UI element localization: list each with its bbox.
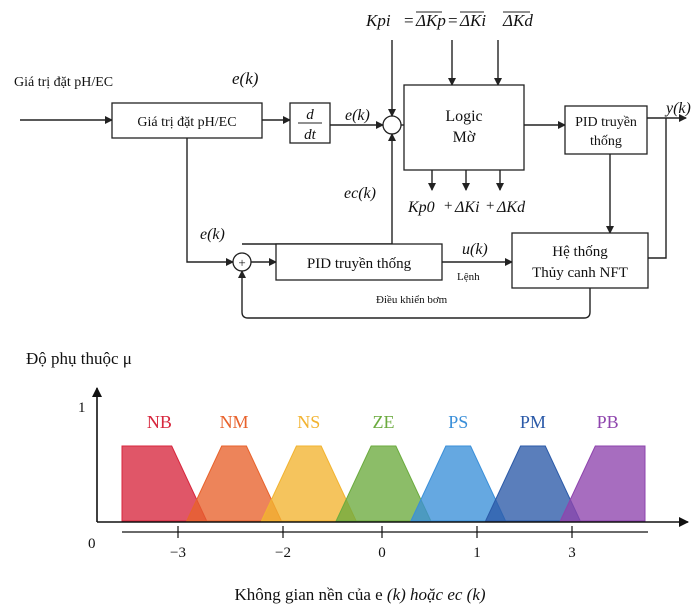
junction-circle-top <box>382 115 402 135</box>
tick-label: 0 <box>378 545 386 561</box>
plus-1: + <box>444 198 452 214</box>
ek-mid-label: e(k) <box>345 107 370 124</box>
fuzzy-output-formula: Kp0 + ΔKi + ΔKd <box>407 198 526 216</box>
dki-text: ΔKi <box>459 11 486 30</box>
membership-ylabel: Độ phụ thuộc μ <box>26 349 132 368</box>
mf-label-nb: NB <box>147 412 172 432</box>
ek-lower-label: e(k) <box>200 226 225 243</box>
mf-set-nb <box>121 445 208 522</box>
logic-line2: Mờ <box>453 129 476 146</box>
mf-set-nm <box>185 445 283 522</box>
plant-to-output-line <box>648 118 667 259</box>
ek-label: e(k) <box>232 69 259 88</box>
tick-label: 3 <box>568 545 576 561</box>
plant-line2: Thủy canh NFT <box>532 265 628 281</box>
tick-label: 1 <box>473 545 481 561</box>
tick-labels: −3 −2 0 1 3 <box>170 526 576 561</box>
pid-top-line2: thống <box>590 134 622 149</box>
top-formula: Kpi = ΔKp = ΔKi ΔKd <box>365 11 533 30</box>
logic-line1: Logic <box>445 108 482 125</box>
mf-label-ze: ZE <box>373 412 395 432</box>
pid-top-line1: PID truyền <box>575 115 637 130</box>
mf-label-ns: NS <box>297 412 320 432</box>
dkd-text: ΔKd <box>502 11 533 30</box>
kp0-text: Kp0 <box>407 199 435 216</box>
yk-label: y(k) <box>664 100 691 117</box>
derivative-den: dt <box>304 127 317 143</box>
sum-symbol: + <box>238 255 245 270</box>
input-label: Giá trị đặt pH/EC <box>14 75 113 90</box>
y-one-label: 1 <box>78 400 86 416</box>
eq-sign-2: = <box>448 11 458 30</box>
mf-set-ns <box>260 445 357 522</box>
kpi-text: Kpi <box>365 11 391 30</box>
plant-block <box>511 232 649 289</box>
ek-branch-line <box>186 138 234 266</box>
mf-label-ps: PS <box>448 412 468 432</box>
lenh-label: Lệnh <box>457 271 480 283</box>
mf-label-nm: NM <box>220 412 249 432</box>
xlabel-italic: (k) hoặc ec (k) <box>387 585 486 604</box>
mf-set-ze <box>335 445 432 522</box>
eck-label: ec(k) <box>344 185 376 202</box>
mf-label-pb: PB <box>597 412 619 432</box>
dkd-out-text: ΔKd <box>496 199 526 216</box>
mf-set-ps <box>410 445 507 522</box>
pump-label: Điều khiển bơm <box>376 294 448 306</box>
dki-out-text: ΔKi <box>454 199 480 216</box>
plant-line1: Hệ thống <box>552 244 608 260</box>
mf-set-pb <box>559 445 646 522</box>
membership-xlabel: Không gian nền của e (k) hoặc ec (k) <box>234 585 485 604</box>
block-diagram: Giá trị đặt pH/EC Giá trị đặt pH/EC e(k)… <box>14 11 691 319</box>
fuzzy-logic-block <box>403 84 525 171</box>
feedback-loop <box>238 270 591 319</box>
tick-label: −2 <box>275 545 291 561</box>
plus-2: + <box>486 198 494 214</box>
membership-chart: Độ phụ thuộc μ 1 0 NB NM NS ZE PS PM PB −3 −2 0 1… <box>26 349 689 604</box>
pid-bottom-block <box>275 243 443 281</box>
xlabel-plain: Không gian nền của e <box>234 585 386 604</box>
uk-label: u(k) <box>462 241 488 258</box>
mf-label-pm: PM <box>520 412 546 432</box>
pid-bottom-label: PID truyền thống <box>307 256 412 272</box>
origin-label: 0 <box>88 536 96 552</box>
eq-sign-1: = <box>404 11 414 30</box>
dkp-text: ΔKp <box>415 11 446 30</box>
tick-label: −3 <box>170 545 186 561</box>
derivative-num: d <box>306 107 314 123</box>
mf-set-pm <box>484 445 582 522</box>
pid-top-block <box>564 105 648 155</box>
setpoint-block-label: Giá trị đặt pH/EC <box>137 115 236 130</box>
membership-sets: NB NM NS ZE PS PM PB <box>121 412 646 522</box>
